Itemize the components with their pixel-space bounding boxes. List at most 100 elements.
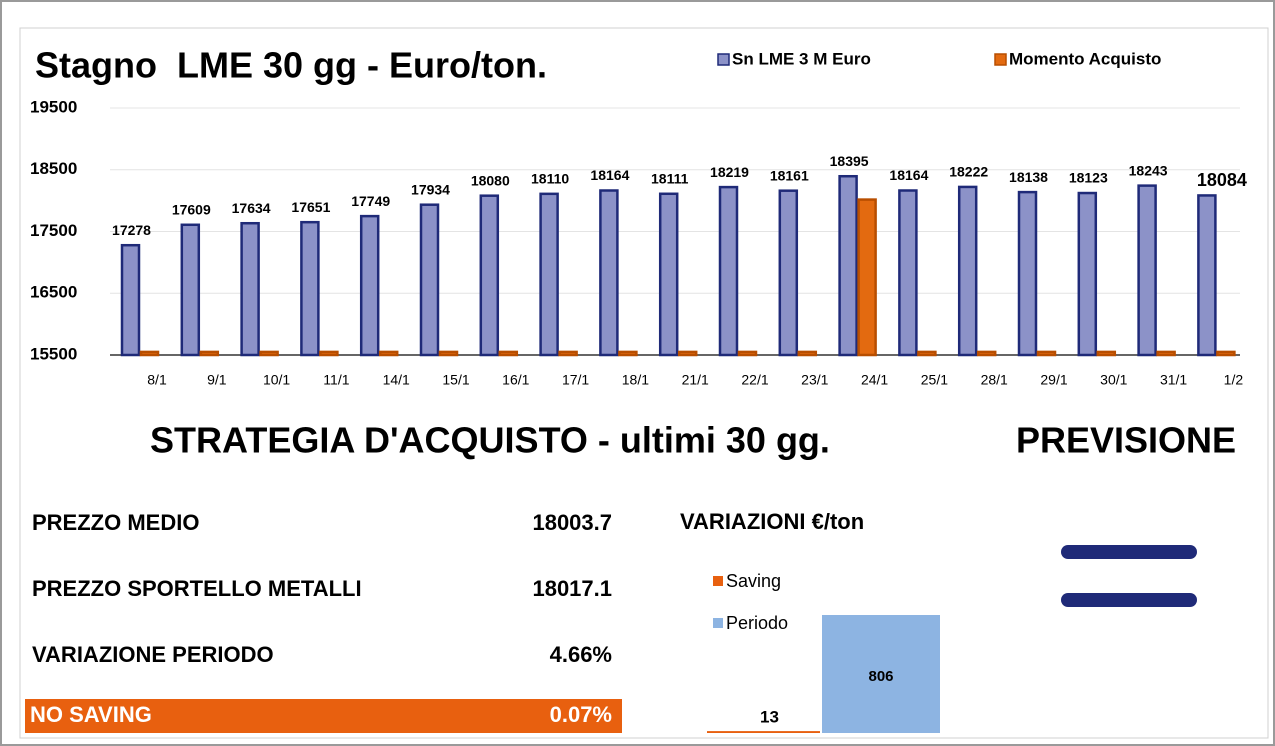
x-tick-label: 9/1: [207, 372, 227, 388]
data-label: 18110: [531, 171, 569, 187]
bar: [1156, 350, 1176, 357]
forecast-title: PREVISIONE: [1016, 420, 1236, 461]
bar: [677, 350, 698, 357]
x-tick-label: 31/1: [1160, 372, 1187, 388]
data-label: 18164: [889, 167, 928, 183]
bar: [1137, 184, 1157, 357]
y-tick-label: 19500: [30, 97, 77, 116]
bar: [857, 198, 877, 357]
bar: [479, 194, 500, 357]
bar: [1216, 350, 1236, 357]
chart-title: Stagno LME 30 gg - Euro/ton.: [35, 45, 547, 86]
x-tick-label: 1/2: [1224, 372, 1244, 388]
bar: [976, 350, 997, 357]
data-label: 18111: [651, 170, 689, 186]
row-value: 18017.1: [532, 576, 612, 601]
legend-swatch: [994, 53, 1007, 66]
bar: [917, 350, 937, 357]
bar: [1096, 350, 1117, 357]
y-tick-label: 17500: [30, 221, 77, 240]
bar: [797, 350, 818, 357]
data-label: 18080: [471, 172, 510, 188]
bar: [240, 221, 260, 357]
data-label: 18138: [1009, 169, 1048, 185]
y-tick-label: 18500: [30, 159, 77, 178]
data-label: 18243: [1129, 162, 1168, 178]
bar: [707, 731, 820, 733]
bar: [139, 350, 160, 357]
x-tick-label: 24/1: [861, 372, 888, 388]
bar: [838, 174, 858, 357]
data-label: 18161: [770, 167, 809, 183]
bar: [822, 615, 940, 733]
panel: [19, 27, 1269, 739]
data-label: 18222: [949, 164, 988, 180]
x-tick-label: 21/1: [682, 372, 709, 388]
row-value: 0.07%: [550, 702, 612, 727]
x-tick-label: 8/1: [147, 372, 167, 388]
x-tick-label: 25/1: [921, 372, 948, 388]
data-label: 17934: [411, 181, 450, 197]
x-tick-label: 10/1: [263, 372, 290, 388]
bar: [1036, 350, 1057, 357]
bar: [1077, 191, 1098, 357]
legend-label: Sn LME 3 M Euro: [732, 49, 871, 68]
row-label: NO SAVING: [30, 702, 152, 727]
bar: [778, 189, 799, 357]
bar: [737, 350, 758, 357]
row-label: VARIAZIONE PERIODO: [32, 642, 274, 667]
data-label: 18219: [710, 164, 749, 180]
legend-label: Saving: [726, 571, 781, 591]
x-tick-label: 14/1: [383, 372, 410, 388]
x-tick-label: 28/1: [981, 372, 1008, 388]
x-tick-label: 22/1: [741, 372, 768, 388]
bar: [1197, 194, 1217, 357]
bar: [618, 350, 638, 357]
legend-swatch: [713, 576, 723, 586]
row-value: 18003.7: [532, 510, 612, 535]
x-tick-label: 18/1: [622, 372, 649, 388]
bar: [419, 203, 440, 357]
row-label: PREZZO SPORTELLO METALLI: [32, 576, 362, 601]
data-label: 18395: [830, 153, 869, 169]
x-tick-label: 11/1: [323, 372, 349, 388]
data-label: 806: [868, 668, 893, 685]
bar: [1017, 190, 1038, 357]
x-tick-label: 16/1: [502, 372, 529, 388]
bar: [658, 192, 679, 357]
data-label: 17609: [172, 201, 211, 217]
row-label: PREZZO MEDIO: [32, 510, 199, 535]
data-label: 18084: [1197, 170, 1247, 190]
bar: [319, 350, 339, 357]
legend-swatch: [717, 53, 730, 66]
data-label: 18123: [1069, 170, 1108, 186]
bar: [378, 350, 399, 357]
data-label: 17651: [291, 199, 330, 215]
x-tick-label: 15/1: [442, 372, 469, 388]
bar: [300, 220, 320, 357]
data-label: 13: [760, 707, 779, 726]
data-label: 17634: [232, 200, 271, 216]
legend-swatch: [713, 618, 723, 628]
y-tick-label: 15500: [30, 344, 77, 363]
no-saving-band: [25, 699, 622, 733]
bar: [718, 185, 739, 357]
x-tick-label: 29/1: [1040, 372, 1067, 388]
bar: [199, 350, 220, 357]
bar: [599, 189, 619, 357]
x-tick-label: 23/1: [801, 372, 828, 388]
bar: [438, 350, 459, 357]
data-label: 17278: [112, 222, 151, 238]
x-tick-label: 17/1: [562, 372, 589, 388]
bar: [498, 350, 519, 357]
variation-title: VARIAZIONI €/ton: [680, 509, 864, 534]
legend-label: Momento Acquisto: [1009, 49, 1161, 68]
bar: [259, 350, 279, 357]
data-label: 18164: [590, 167, 629, 183]
row-value: 4.66%: [550, 642, 612, 667]
bar: [359, 214, 380, 357]
data-label: 17749: [351, 193, 390, 209]
bar: [558, 350, 578, 357]
bar: [120, 243, 141, 357]
